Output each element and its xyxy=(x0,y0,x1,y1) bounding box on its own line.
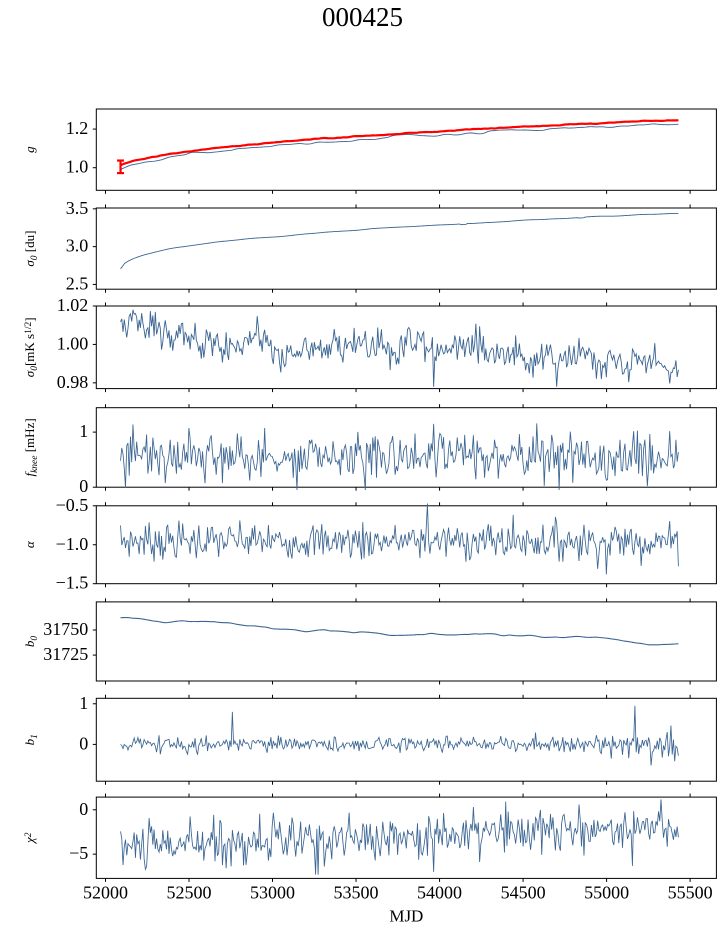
svg-text:0.98: 0.98 xyxy=(57,372,89,392)
svg-text:1.2: 1.2 xyxy=(66,118,89,138)
svg-text:2.5: 2.5 xyxy=(66,273,89,293)
svg-text:52500: 52500 xyxy=(167,882,212,902)
svg-text:31725: 31725 xyxy=(43,644,88,664)
svg-text:3.5: 3.5 xyxy=(66,198,89,218)
svg-text:−1.0: −1.0 xyxy=(56,534,89,554)
svg-text:54500: 54500 xyxy=(501,882,546,902)
svg-text:53000: 53000 xyxy=(250,882,295,902)
svg-text:1: 1 xyxy=(79,693,88,713)
svg-text:0: 0 xyxy=(79,476,88,496)
svg-text:−0.5: −0.5 xyxy=(56,495,89,515)
svg-text:b1: b1 xyxy=(22,734,40,745)
svg-text:b0: b0 xyxy=(22,636,40,648)
svg-text:55500: 55500 xyxy=(668,882,713,902)
svg-text:3.0: 3.0 xyxy=(66,236,89,256)
svg-text:g: g xyxy=(22,146,37,153)
svg-text:54000: 54000 xyxy=(417,882,462,902)
svg-text:α: α xyxy=(22,540,37,548)
svg-text:−5: −5 xyxy=(69,843,88,863)
svg-text:31750: 31750 xyxy=(43,619,88,639)
svg-text:σ0[mK s1/2]: σ0[mK s1/2] xyxy=(22,317,40,377)
svg-text:55000: 55000 xyxy=(584,882,629,902)
svg-text:MJD: MJD xyxy=(389,906,423,925)
svg-text:1.00: 1.00 xyxy=(57,333,89,353)
svg-text:1.02: 1.02 xyxy=(57,295,89,315)
svg-text:σ0 [du]: σ0 [du] xyxy=(22,231,40,267)
svg-text:1: 1 xyxy=(79,421,88,441)
svg-text:52000: 52000 xyxy=(83,882,128,902)
svg-text:0: 0 xyxy=(79,733,88,753)
svg-text:χ2: χ2 xyxy=(22,832,37,845)
svg-text:1.0: 1.0 xyxy=(66,157,89,177)
svg-text:fknee [mHz]: fknee [mHz] xyxy=(22,418,40,476)
svg-text:0: 0 xyxy=(79,799,88,819)
svg-text:−1.5: −1.5 xyxy=(56,573,89,593)
svg-text:53500: 53500 xyxy=(334,882,379,902)
